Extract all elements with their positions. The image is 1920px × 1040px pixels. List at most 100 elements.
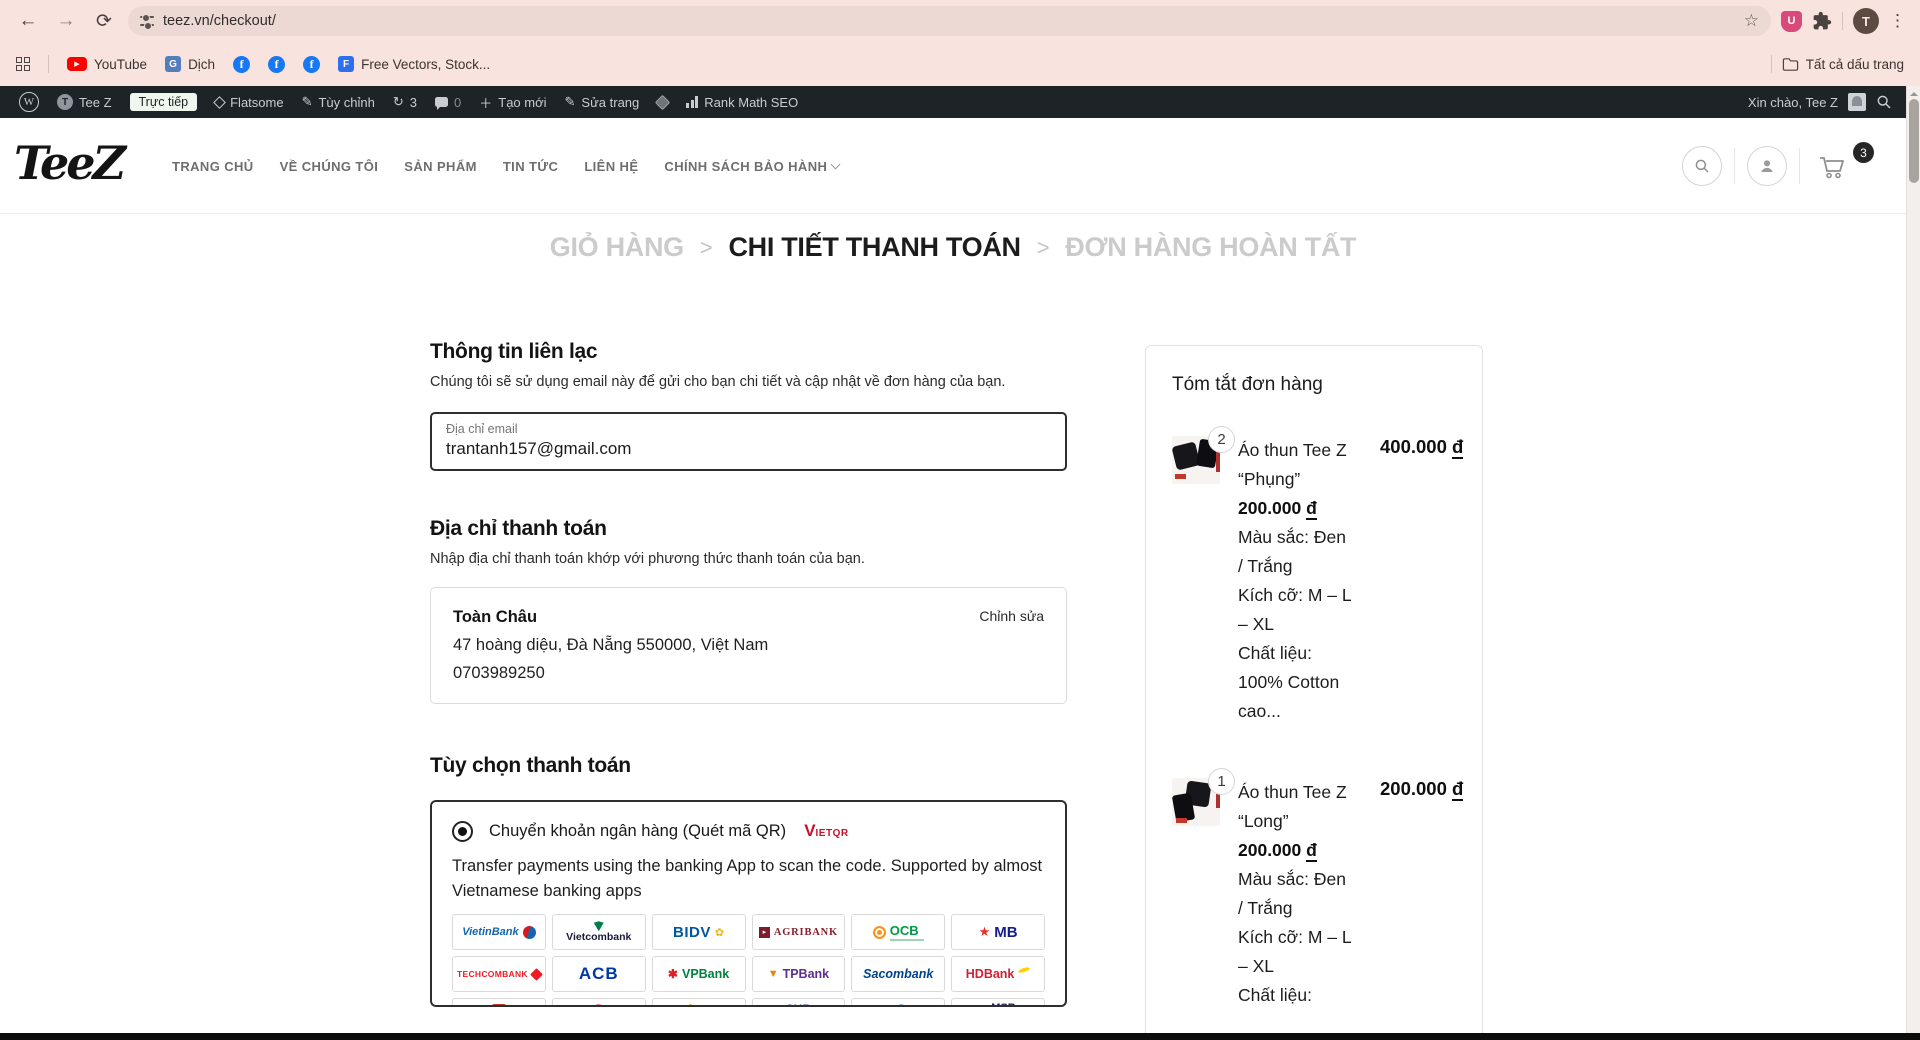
bookmark-label: YouTube — [94, 56, 148, 72]
facebook-bookmark-icon[interactable]: f — [268, 55, 286, 73]
wp-site-menu[interactable]: T Tee Z — [48, 86, 121, 118]
bank-acb: ACB — [551, 956, 646, 992]
email-input[interactable] — [446, 439, 1051, 459]
all-bookmarks-button[interactable]: Tất cả dấu trang — [1782, 57, 1904, 72]
vietinbank-globe-icon — [522, 925, 536, 939]
wp-user-avatar[interactable] — [1848, 93, 1866, 111]
edit-address-link[interactable]: Chỉnh sửa — [979, 608, 1044, 624]
profile-avatar[interactable]: T — [1853, 8, 1879, 34]
contact-section-title: Thông tin liên lạc — [430, 340, 598, 363]
wp-edit-page-menu[interactable]: ✎ Sửa trang — [556, 86, 649, 118]
line-total: 200.000 đ — [1380, 778, 1464, 801]
product-title[interactable]: “Phụng” — [1238, 469, 1301, 489]
unit-price: 200.000 — [1238, 840, 1302, 860]
wp-customize-menu[interactable]: ✎ Tùy chỉnh — [293, 86, 384, 118]
chevron-down-icon — [830, 159, 841, 169]
bank-sacombank: Sacombank — [851, 956, 946, 992]
wp-live-button[interactable]: Trực tiếp — [121, 86, 207, 118]
attr-line: Màu sắc: Đen — [1238, 869, 1346, 889]
bank-label: BIDV — [673, 923, 711, 941]
product-title[interactable]: “Long” — [1238, 811, 1289, 831]
attr-line: 100% Cotton — [1238, 672, 1340, 692]
header-cart-button[interactable]: 3 — [1800, 142, 1874, 180]
url-text[interactable]: teez.vn/checkout/ — [163, 13, 276, 29]
wp-rank-math-menu[interactable]: Rank Math SEO — [677, 86, 807, 118]
wp-new-menu[interactable]: ＋ Tạo mới — [470, 86, 555, 118]
supported-banks-grid: VietinBank Vietcombank BIDV ✿ ▸ AGRIBANK — [452, 914, 1045, 1005]
nav-news[interactable]: TIN TỨC — [502, 158, 559, 174]
header-search-button[interactable] — [1670, 146, 1734, 186]
nav-label: CHÍNH SÁCH BẢO HÀNH — [664, 158, 828, 174]
attr-line: cao... — [1238, 701, 1281, 721]
tpbank-v-icon: ▼ — [767, 968, 779, 980]
scrollbar-thumb[interactable] — [1909, 99, 1919, 183]
edit-page-label: Sửa trang — [581, 94, 640, 110]
apps-grid-icon[interactable] — [16, 57, 30, 71]
wp-updates-menu[interactable]: ↻ 3 — [384, 86, 426, 118]
comments-count: 0 — [454, 94, 462, 110]
wp-admin-bar: W T Tee Z Trực tiếp Flatsome ✎ Tùy chỉnh… — [0, 86, 1906, 118]
wp-ux-builder-menu[interactable] — [648, 86, 677, 118]
bank-ocb: OCB — [851, 914, 946, 950]
total-amount: 400.000 — [1380, 436, 1447, 457]
order-summary-card: Tóm tắt đơn hàng 2 Áo thun Tee Z “Phụng”… — [1145, 345, 1483, 1040]
breadcrumb-separator: > — [699, 234, 713, 260]
wp-search-icon[interactable] — [1876, 94, 1892, 110]
wp-flatsome-menu[interactable]: Flatsome — [206, 86, 292, 118]
forward-icon[interactable]: → — [56, 10, 76, 31]
comments-bubble-icon — [435, 97, 448, 110]
page-scrollbar[interactable] — [1906, 86, 1920, 1033]
bookmark-label: Free Vectors, Stock... — [361, 56, 491, 72]
scrollbar-up-arrow[interactable] — [1910, 88, 1918, 96]
bank-techcombank: TECHCOMBANK — [452, 956, 546, 992]
vpbank-flame-icon: ✱ — [667, 967, 678, 981]
bank-label: SHB — [786, 1002, 811, 1005]
checkout-form: Thông tin liên lạc Chúng tôi sẽ sử dụng … — [430, 340, 1067, 1007]
ublock-extension-icon[interactable]: U — [1781, 10, 1802, 32]
order-item: 2 Áo thun Tee Z “Phụng” 200.000 đ Màu sắ… — [1172, 426, 1464, 726]
site-name: Tee Z — [79, 94, 112, 110]
wp-greeting[interactable]: Xin chào, Tee Z — [1747, 94, 1838, 110]
currency-symbol: đ — [1452, 436, 1464, 459]
bank-partial — [551, 998, 646, 1005]
nav-warranty-policy[interactable]: CHÍNH SÁCH BẢO HÀNH — [664, 158, 841, 174]
site-info-icon[interactable] — [140, 14, 154, 30]
extensions-puzzle-icon[interactable] — [1812, 11, 1832, 31]
reload-icon[interactable]: ⟳ — [96, 10, 112, 32]
bookmark-youtube[interactable]: ▶ YouTube — [67, 57, 147, 72]
bookmark-free-vectors[interactable]: F Free Vectors, Stock... — [338, 56, 490, 72]
address-bar[interactable]: teez.vn/checkout/ ☆ — [128, 6, 1771, 36]
facebook-bookmark-icon[interactable]: f — [303, 55, 321, 73]
product-title[interactable]: Áo thun Tee Z — [1238, 440, 1347, 460]
bookmark-label: Dịch — [188, 56, 216, 72]
order-summary-title: Tóm tắt đơn hàng — [1172, 374, 1323, 395]
header-account-button[interactable] — [1735, 146, 1799, 186]
nav-products[interactable]: SẢN PHẨM — [404, 158, 477, 174]
wp-logo-menu[interactable]: W — [10, 86, 48, 118]
bank-label: TECHCOMBANK — [457, 969, 528, 979]
bookmark-star-icon[interactable]: ☆ — [1743, 11, 1759, 30]
bookmark-translate[interactable]: G Dịch — [165, 56, 215, 72]
bank-bidv: BIDV ✿ — [651, 914, 746, 950]
bank-vietcombank: Vietcombank — [551, 914, 646, 950]
back-icon[interactable]: ← — [18, 10, 38, 31]
wp-comments-menu[interactable]: 0 — [426, 86, 470, 118]
breadcrumb-cart[interactable]: GIỎ HÀNG — [549, 232, 684, 262]
facebook-bookmark-icon[interactable]: f — [233, 55, 251, 73]
menu-icon[interactable]: ⋮ — [1889, 11, 1906, 30]
payment-radio-selected[interactable] — [452, 820, 473, 842]
nav-home[interactable]: TRANG CHỦ — [172, 158, 254, 174]
nav-contact[interactable]: LIÊN HỆ — [584, 158, 639, 174]
hdbank-swoosh-icon — [1018, 966, 1031, 974]
updates-icon: ↻ — [392, 94, 404, 109]
site-logo[interactable]: TeeZ — [14, 136, 126, 190]
currency-symbol: đ — [1306, 840, 1317, 862]
customize-brush-icon: ✎ — [301, 94, 313, 109]
product-title[interactable]: Áo thun Tee Z — [1238, 782, 1347, 802]
flatsome-label: Flatsome — [230, 94, 284, 110]
bank-label: VietinBank — [462, 926, 519, 938]
quantity-badge: 2 — [1208, 426, 1235, 453]
nav-about[interactable]: VỀ CHÚNG TÔI — [279, 158, 379, 174]
quantity-badge: 1 — [1208, 768, 1235, 795]
breadcrumb-order-complete: ĐƠN HÀNG HOÀN TẤT — [1065, 232, 1357, 262]
